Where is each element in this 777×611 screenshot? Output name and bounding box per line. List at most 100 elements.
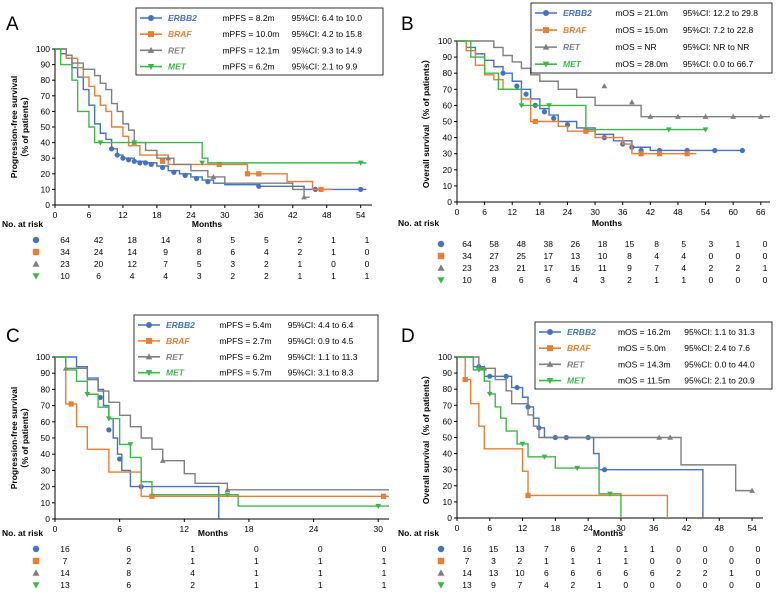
censor-mark-ret [159, 457, 166, 463]
x-tick-label: 48 [673, 207, 683, 217]
censor-mark-met [665, 127, 672, 133]
risk-count: 0 [703, 580, 708, 590]
legend-label-met: MET [168, 62, 187, 72]
legend-ci: 95%CI: 1.1 to 31.3 [684, 327, 755, 337]
risk-count: 0 [382, 544, 387, 554]
censor-mark-ret [224, 486, 231, 493]
risk-count: 1 [597, 556, 602, 566]
censor-mark-ret [667, 434, 673, 440]
censor-mark-erbb2 [114, 152, 120, 158]
y-tick-label: 50 [41, 433, 51, 443]
y-tick-label: 10 [443, 497, 453, 507]
risk-count: 64 [60, 235, 70, 245]
legend-label-met: MET [563, 59, 582, 69]
risk-count: 2 [230, 271, 235, 281]
legend-stat: mOS = 28.0m [615, 59, 668, 69]
km-curve-met [55, 48, 367, 164]
risk-count: 0 [763, 239, 768, 249]
y-tick-label: 90 [41, 60, 51, 70]
x-tick-label: 48 [715, 523, 725, 533]
legend-ci: 95%CI: 1.1 to 11.3 [288, 352, 358, 362]
x-tick-label: 0 [53, 524, 58, 534]
x-tick-label: 30 [590, 207, 600, 217]
censor-mark-ret [757, 113, 764, 119]
y-tick-label: 60 [443, 100, 453, 110]
risk-count: 20 [94, 259, 104, 269]
x-tick-label: 6 [482, 207, 487, 217]
legend-stat: mPFS = 5.7m [219, 368, 271, 378]
risk-count: 8 [197, 247, 202, 257]
censor-mark-erbb2 [109, 146, 115, 152]
censor-mark-braf [525, 492, 531, 499]
legend-ci: 95%CI: 6.4 to 10.0 [292, 13, 363, 23]
y-tick-label: 100 [36, 44, 50, 54]
legend-label-met: MET [567, 376, 586, 386]
risk-count: 0 [676, 544, 681, 554]
risk-count: 13 [462, 580, 472, 590]
km-curve-met [55, 356, 389, 507]
censor-mark-braf [318, 186, 324, 192]
legend-marker-erbb2 [146, 322, 152, 328]
risk-count: 38 [544, 239, 554, 249]
risk-row-marker-braf [32, 248, 40, 256]
censor-mark-erbb2 [487, 373, 493, 379]
risk-count: 8 [126, 568, 131, 578]
risk-count: 23 [462, 263, 472, 273]
risk-count: 12 [127, 259, 137, 269]
risk-count: 1 [331, 271, 336, 281]
risk-count: 27 [489, 251, 499, 261]
risk-count: 6 [597, 568, 602, 578]
risk-count: 0 [729, 556, 734, 566]
x-tick-label: 42 [288, 210, 298, 220]
y-tick-label: 30 [443, 149, 453, 159]
risk-count: 58 [489, 239, 499, 249]
risk-row-marker-erbb2 [32, 236, 40, 244]
risk-count: 0 [708, 275, 713, 285]
legend-label-braf: BRAF [166, 336, 190, 346]
x-tick-label: 30 [616, 523, 626, 533]
x-tick-label: 24 [563, 207, 573, 217]
risk-count: 7 [518, 580, 523, 590]
censor-mark-erbb2 [514, 384, 520, 391]
risk-count: 0 [365, 259, 370, 269]
legend-marker-ret [147, 46, 155, 53]
risk-count: 1 [650, 544, 655, 554]
legend-label-braf: BRAF [563, 25, 587, 35]
legend-marker-erbb2 [543, 10, 549, 16]
censor-mark-erbb2 [193, 175, 200, 182]
risk-count: 9 [163, 247, 168, 257]
x-tick-label: 54 [747, 523, 757, 533]
x-tick-label: 42 [682, 523, 692, 533]
y-tick-label: 40 [41, 138, 51, 148]
y-tick-label: 100 [438, 352, 452, 362]
x-tick-label: 18 [551, 523, 561, 533]
x-tick-label: 30 [373, 524, 383, 534]
censor-mark-ret [647, 113, 654, 119]
censor-mark-met [375, 503, 382, 510]
censor-mark-erbb2 [514, 83, 520, 89]
censor-mark-ret [730, 113, 737, 119]
legend-box [135, 7, 384, 76]
y-tick-label: 50 [443, 117, 453, 127]
censor-mark-braf [583, 128, 589, 134]
censor-mark-braf [532, 118, 538, 125]
risk-count: 4 [163, 271, 168, 281]
risk-count: 13 [60, 580, 70, 590]
risk-count: 3 [491, 556, 496, 566]
censor-mark-erbb2 [739, 147, 745, 154]
censor-mark-met [131, 140, 138, 146]
censor-mark-erbb2 [106, 427, 112, 433]
risk-table-label: No. at risk [398, 528, 439, 538]
risk-count: 34 [60, 247, 70, 257]
risk-count: 16 [60, 544, 70, 554]
legend-marker-erbb2 [547, 329, 553, 335]
legend-marker-met [147, 63, 155, 70]
y-tick-label: 0 [447, 513, 452, 523]
censor-mark-ret [629, 99, 635, 105]
legend-ci: 95%CI: 2.4 to 7.6 [684, 343, 750, 353]
risk-count: 42 [94, 235, 104, 245]
risk-count: 14 [127, 247, 137, 257]
y-axis-label: Overall survival（% of patients） [421, 55, 431, 188]
y-tick-label: 100 [438, 36, 452, 46]
